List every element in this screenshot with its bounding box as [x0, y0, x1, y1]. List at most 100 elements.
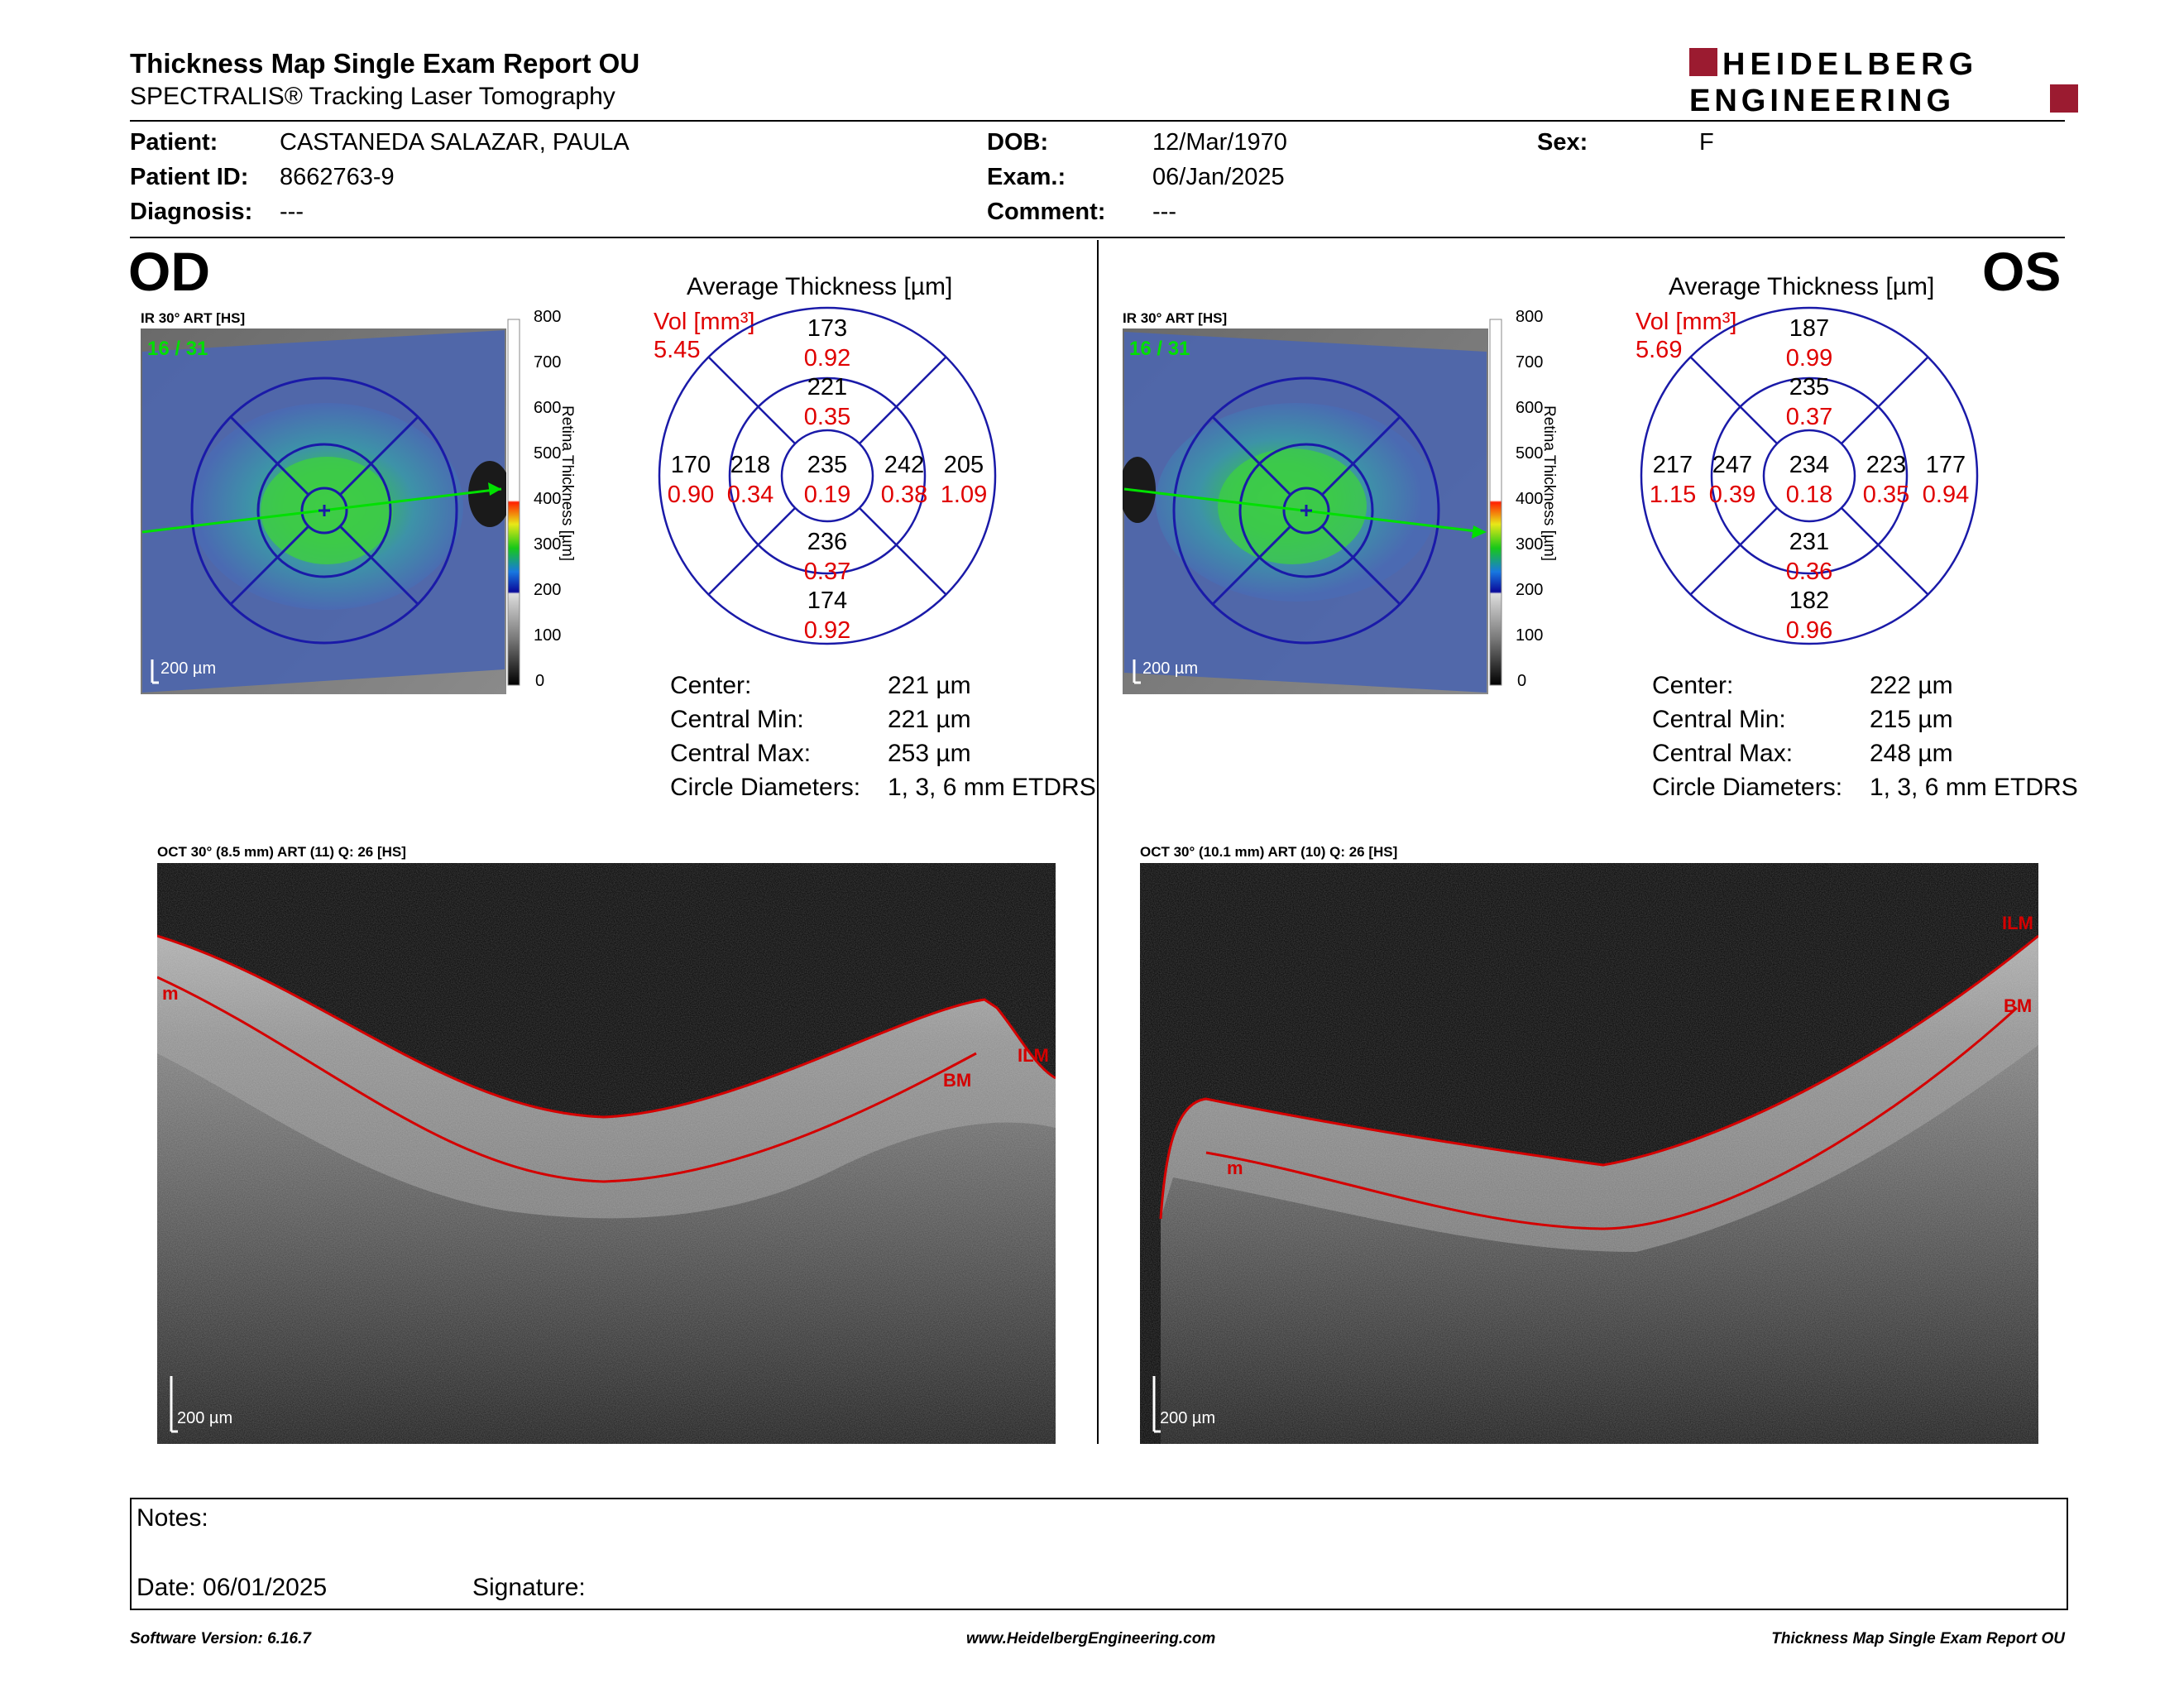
diagnosis-label: Diagnosis:	[130, 199, 253, 225]
os-m-label: m	[1227, 1158, 1243, 1178]
od-center-value: 221 µm	[888, 672, 971, 699]
svg-text:235: 235	[1789, 374, 1829, 400]
od-ir-label: IR 30° ART [HS]	[141, 310, 246, 326]
os-avg-title: Average Thickness [µm]	[1669, 273, 1935, 300]
svg-text:1.09: 1.09	[941, 482, 987, 508]
sex-value: F	[1699, 129, 1714, 156]
svg-text:187: 187	[1789, 315, 1829, 342]
header-divider	[130, 120, 2065, 122]
svg-text:236: 236	[807, 529, 847, 555]
os-fundus-scale: 200 µm	[1142, 659, 1198, 678]
signature-label: Signature:	[472, 1574, 586, 1601]
os-oct-scan: ILM BM m 200 µm	[1140, 863, 2038, 1444]
od-oct-scale: 200 µm	[177, 1409, 232, 1427]
os-min-value: 215 µm	[1870, 706, 1953, 733]
notes-box[interactable]: Notes: Date: 06/01/2025 Signature:	[130, 1498, 2068, 1610]
os-center-label: Center:	[1652, 672, 1734, 699]
footer-version: Software Version: 6.16.7	[130, 1630, 311, 1647]
svg-text:0.96: 0.96	[1786, 617, 1832, 644]
os-colorbar-ticks: 800 700 600 500 400 300 200 100 0	[1516, 308, 1544, 690]
svg-text:0.92: 0.92	[804, 345, 850, 372]
od-max-value: 253 µm	[888, 740, 971, 767]
od-colorbar-ticks: 800 700 600 500 400 300 200 100 0	[534, 308, 562, 690]
svg-text:0.36: 0.36	[1786, 559, 1832, 585]
svg-text:1.15: 1.15	[1650, 482, 1696, 508]
svg-text:217: 217	[1653, 452, 1693, 478]
od-ilm-label: ILM	[1018, 1045, 1049, 1066]
patient-id-label: Patient ID:	[130, 164, 249, 190]
od-vol-label: Vol [mm³]	[654, 309, 755, 335]
svg-text:0.19: 0.19	[804, 482, 850, 508]
patient-id: 8662763-9	[280, 164, 395, 190]
os-oct-label: OCT 30° (10.1 mm) ART (10) Q: 26 [HS]	[1140, 844, 1398, 860]
svg-text:0.94: 0.94	[1923, 482, 1969, 508]
svg-text:0.37: 0.37	[1786, 404, 1832, 430]
patient-label: Patient:	[130, 129, 218, 156]
comment-value: ---	[1152, 199, 1176, 225]
os-max-value: 248 µm	[1870, 740, 1953, 767]
exam-label: Exam.:	[987, 164, 1066, 190]
sex-label: Sex:	[1537, 129, 1588, 156]
os-oct-scale: 200 µm	[1160, 1409, 1215, 1427]
svg-text:177: 177	[1926, 452, 1966, 478]
svg-text:0.18: 0.18	[1786, 482, 1832, 508]
footer-url[interactable]: www.HeidelbergEngineering.com	[966, 1630, 1216, 1647]
os-fundus-image: 16 / 31 200 µm	[1123, 328, 1488, 694]
heidelberg-logo: HEIDELBERG ENGINEERING	[1689, 47, 2078, 116]
date-label: Date: 06/01/2025	[136, 1574, 328, 1601]
os-ilm-label: ILM	[2002, 913, 2033, 933]
logo-line2: ENGINEERING	[1689, 84, 1955, 116]
svg-text:242: 242	[884, 452, 924, 478]
od-avg-title: Average Thickness [µm]	[687, 273, 953, 300]
svg-text:0.92: 0.92	[804, 617, 850, 644]
comment-label: Comment:	[987, 199, 1106, 225]
od-center-label: Center:	[670, 672, 752, 699]
svg-text:231: 231	[1789, 529, 1829, 555]
od-diam-value: 1, 3, 6 mm ETDRS	[888, 774, 1096, 801]
svg-text:173: 173	[807, 315, 847, 342]
diagnosis-value: ---	[280, 199, 304, 225]
svg-text:0.35: 0.35	[1863, 482, 1909, 508]
dob-value: 12/Mar/1970	[1152, 129, 1287, 156]
notes-label: Notes:	[136, 1504, 208, 1532]
footer-report: Thickness Map Single Exam Report OU	[1771, 1630, 2065, 1647]
dob-label: DOB:	[987, 129, 1049, 156]
os-eye-label: OS	[1982, 241, 2062, 302]
os-diam-label: Circle Diameters:	[1652, 774, 1843, 801]
logo-line1: HEIDELBERG	[1722, 47, 1978, 82]
od-oct-label: OCT 30° (8.5 mm) ART (11) Q: 26 [HS]	[157, 844, 406, 860]
os-max-label: Central Max:	[1652, 740, 1794, 767]
od-m-label: m	[162, 983, 179, 1004]
os-ir-label: IR 30° ART [HS]	[1123, 310, 1228, 326]
os-bm-label: BM	[2004, 995, 2032, 1016]
svg-text:174: 174	[807, 587, 847, 614]
od-colorbar	[507, 319, 520, 686]
os-colorbar	[1489, 319, 1502, 686]
os-colorbar-label: Retina Thickness [µm]	[1540, 405, 1558, 561]
svg-text:221: 221	[807, 374, 847, 400]
od-oct-scan: ILM BM m 200 µm	[157, 863, 1056, 1444]
od-vol-value: 5.45	[654, 337, 701, 363]
od-min-value: 221 µm	[888, 706, 971, 733]
od-fundus-image: 16 / 31 200 µm	[141, 328, 506, 694]
od-bm-label: BM	[943, 1070, 971, 1091]
patient-divider	[130, 237, 2065, 238]
os-vol-value: 5.69	[1636, 337, 1683, 363]
svg-text:223: 223	[1866, 452, 1906, 478]
report-subtitle: SPECTRALIS® Tracking Laser Tomography	[130, 83, 615, 110]
patient-name: CASTANEDA SALAZAR, PAULA	[280, 129, 630, 156]
os-etdrs-grid: 187 0.99 235 0.37 234 0.18 231 0.36 182 …	[1640, 306, 1979, 645]
svg-text:247: 247	[1712, 452, 1752, 478]
svg-text:0.90: 0.90	[668, 482, 714, 508]
svg-text:0.38: 0.38	[881, 482, 927, 508]
report-title: Thickness Map Single Exam Report OU	[130, 48, 640, 79]
os-vol-label: Vol [mm³]	[1636, 309, 1737, 335]
exam-value: 06/Jan/2025	[1152, 164, 1285, 190]
svg-text:218: 218	[730, 452, 770, 478]
od-diam-label: Circle Diameters:	[670, 774, 861, 801]
os-diam-value: 1, 3, 6 mm ETDRS	[1870, 774, 2078, 801]
svg-text:0.39: 0.39	[1709, 482, 1755, 508]
svg-text:0.37: 0.37	[804, 559, 850, 585]
od-max-label: Central Max:	[670, 740, 812, 767]
svg-text:0.99: 0.99	[1786, 345, 1832, 372]
